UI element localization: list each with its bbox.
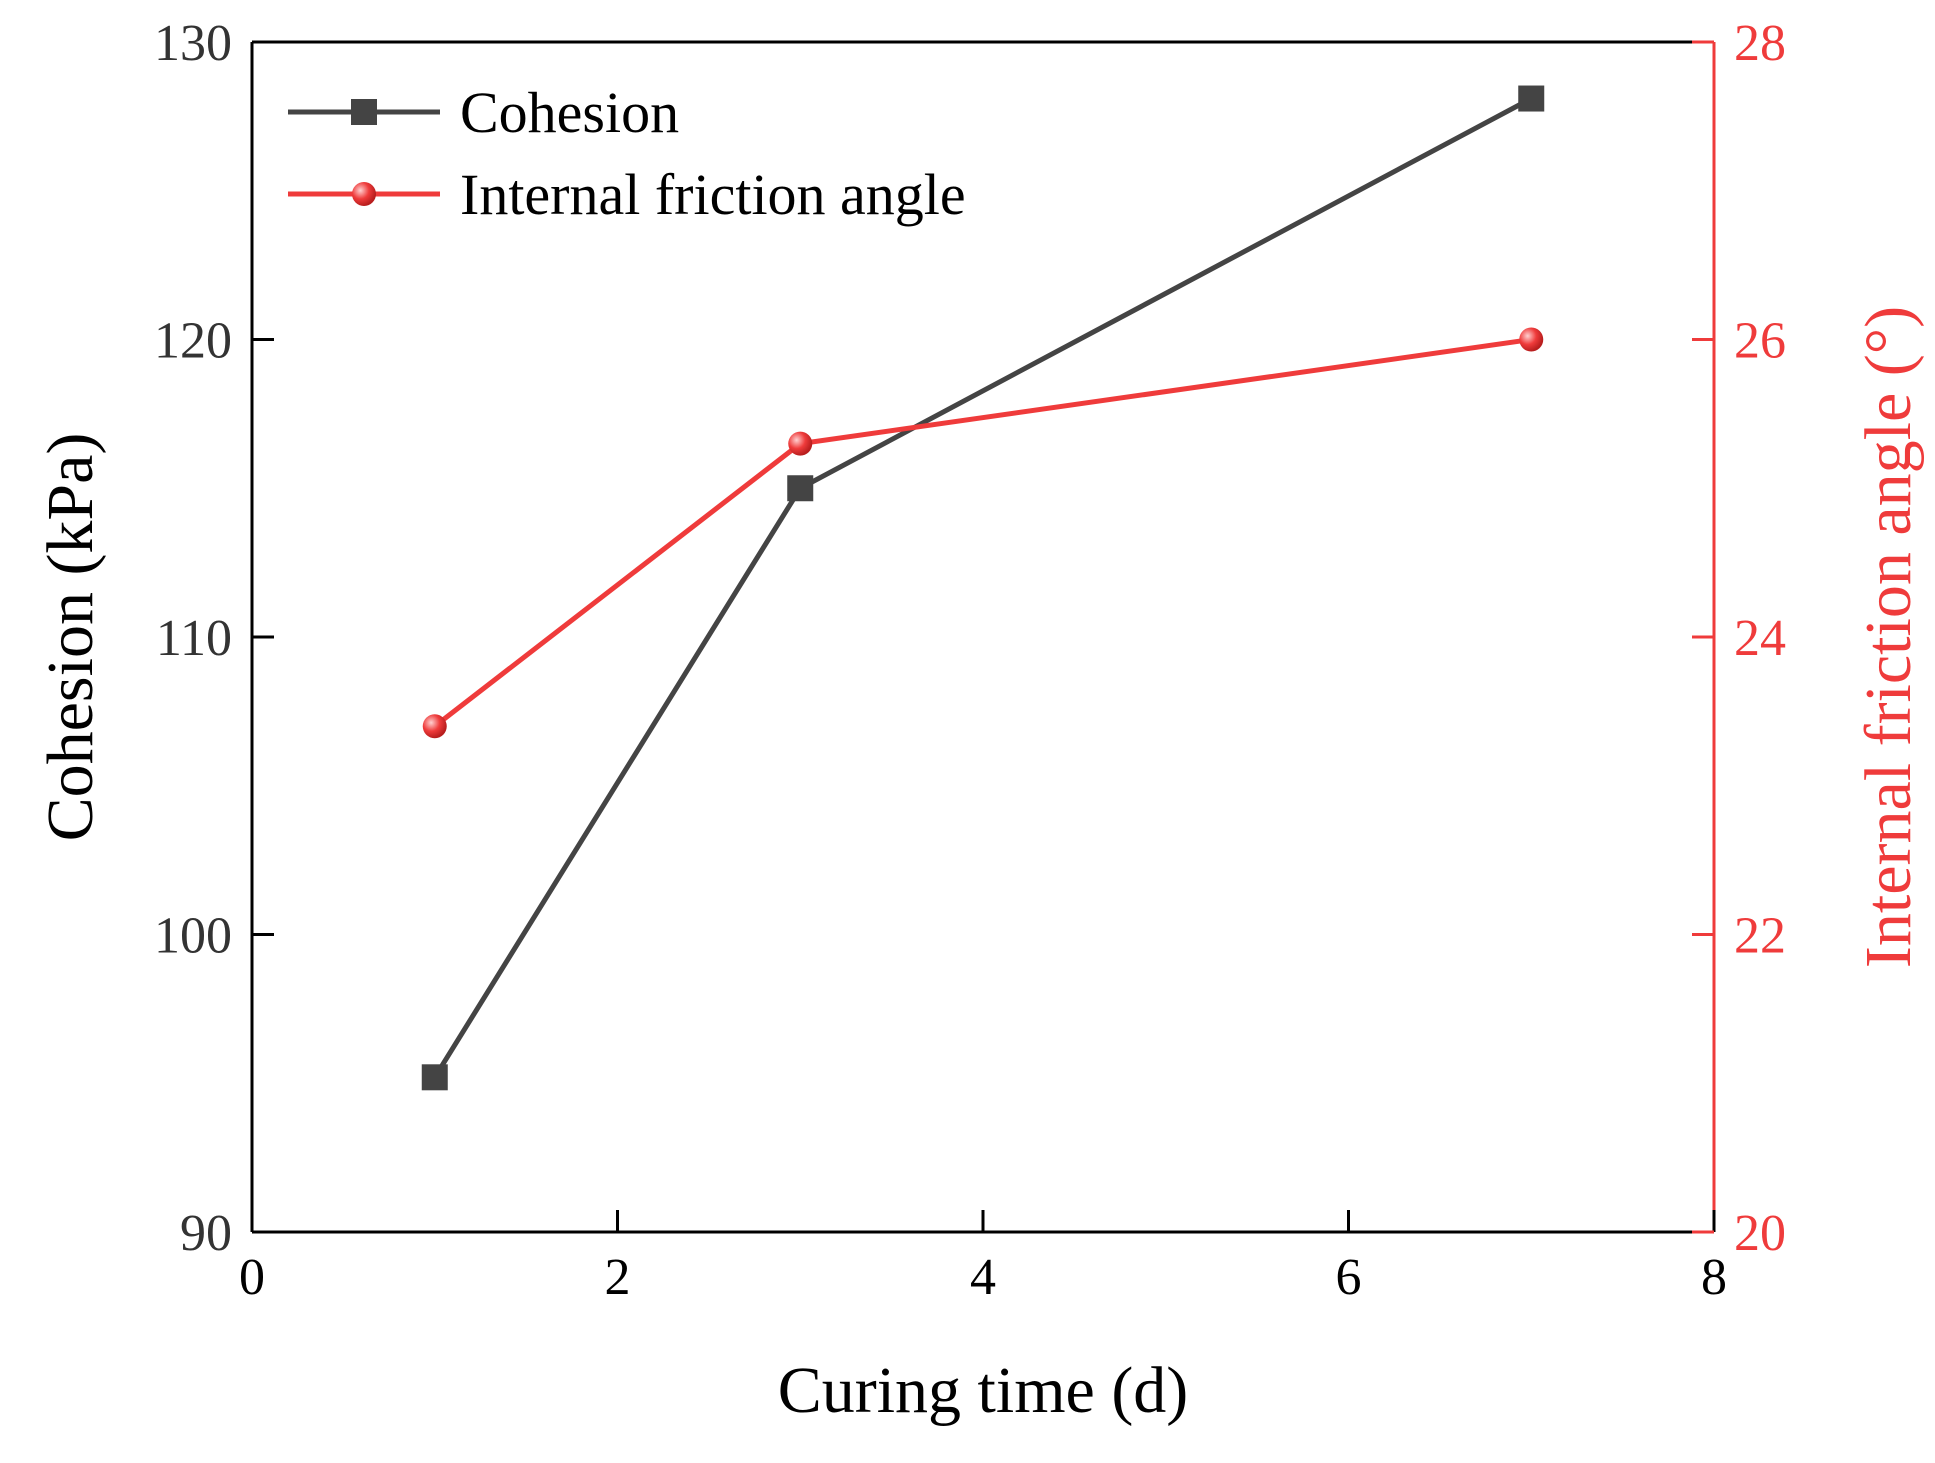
series-layer: [421, 85, 1545, 1091]
x-tick-label: 8: [1701, 1249, 1727, 1306]
y2-tick-label: 24: [1734, 610, 1786, 667]
legend-label-cohesion: Cohesion: [460, 80, 679, 145]
x-tick-label: 6: [1336, 1249, 1362, 1306]
y-tick-label: 110: [156, 610, 232, 667]
internal-friction-angle-point: [422, 714, 447, 739]
internal-friction-angle-point: [1519, 327, 1544, 352]
y-tick-label: 120: [154, 313, 232, 370]
cohesion-point: [1518, 85, 1545, 112]
y2-tick-label: 28: [1734, 15, 1786, 72]
y-tick-label: 100: [154, 908, 232, 965]
y-axis-title: Cohesion (kPa): [34, 433, 107, 842]
y-tick-label: 130: [154, 15, 232, 72]
y2-axis-title: Internal friction angle (°): [1852, 306, 1925, 968]
y-tick-label: 90: [180, 1205, 232, 1262]
internal-friction-angle-line: [433, 337, 1532, 729]
y2-tick-label: 26: [1734, 313, 1786, 370]
x-tick-label: 0: [239, 1249, 265, 1306]
cohesion-line: [432, 96, 1533, 1079]
legend-label-internal-friction-angle: Internal friction angle: [460, 162, 966, 227]
legend-marker-internal-friction-angle: [352, 182, 376, 206]
x-tick-label: 2: [605, 1249, 631, 1306]
legend-marker-cohesion: [351, 99, 377, 125]
y2-tick-label: 22: [1734, 908, 1786, 965]
cohesion-point: [787, 475, 814, 502]
cohesion-point: [421, 1064, 448, 1091]
y2-tick-label: 20: [1734, 1205, 1786, 1262]
x-tick-label: 4: [970, 1249, 996, 1306]
legend: Cohesion Internal friction angle: [288, 80, 966, 227]
internal-friction-angle-point: [788, 431, 813, 456]
x-axis-title: Curing time (d): [778, 1354, 1189, 1427]
